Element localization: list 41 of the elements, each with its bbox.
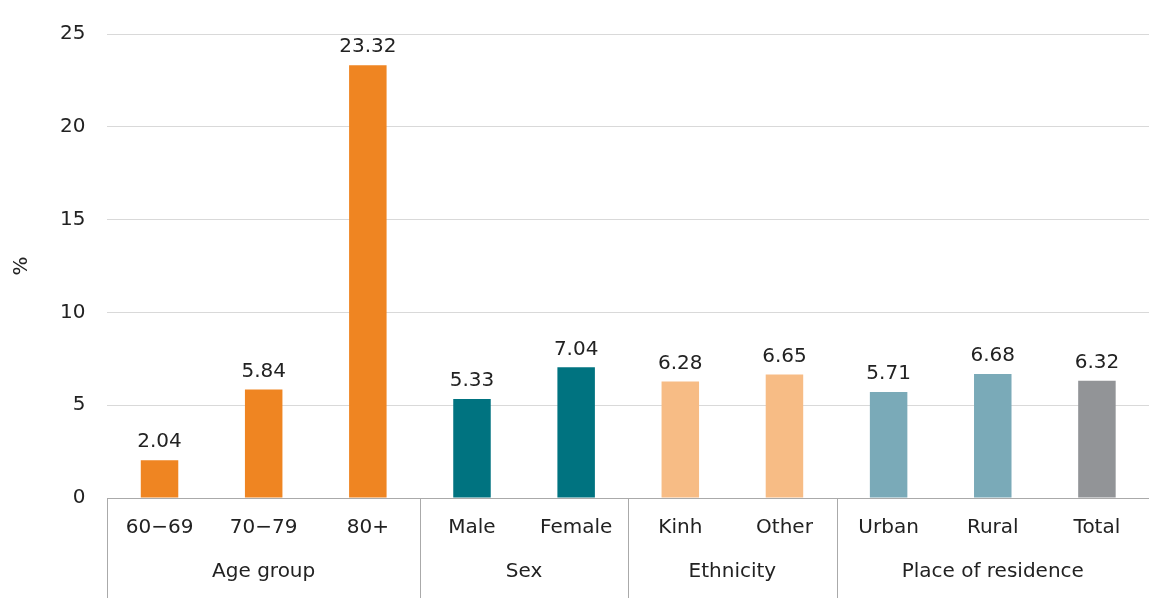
text: Place of residence (901, 558, 1084, 583)
bar (244, 389, 283, 498)
data-label: 7.04 (553, 335, 599, 360)
x-tick-label: 80+ (346, 514, 389, 539)
data-label: 6.68 (970, 342, 1016, 367)
y-tick-label: 10 (60, 298, 86, 323)
x-tick-label: 60−69 (125, 514, 194, 539)
bar (869, 392, 908, 498)
x-tick-label: Other (756, 514, 814, 539)
x-tick-label: Urban (858, 514, 919, 539)
bar (661, 381, 700, 498)
x-tick-label: 70−79 (229, 514, 298, 539)
text: Age group (212, 558, 316, 583)
data-label: 5.33 (449, 367, 495, 392)
data-label: 23.32 (339, 33, 397, 58)
bar (349, 65, 387, 498)
data-label: 5.71 (866, 360, 911, 385)
y-tick-label: 15 (60, 205, 86, 230)
bar (557, 367, 595, 498)
bar (974, 374, 1012, 498)
x-tick-label: Total (1072, 514, 1121, 539)
text: Sex (505, 558, 543, 583)
bar (453, 399, 491, 498)
y-axis-title: % (8, 256, 33, 276)
y-tick-label: 20 (60, 113, 86, 137)
y-tick-label: 25 (60, 20, 86, 45)
y-tick-label: 0 (72, 484, 86, 509)
x-tick-label: Male (448, 514, 496, 539)
x-tick-label: Kinh (658, 514, 703, 539)
bar (1078, 380, 1116, 498)
text: Ethnicity (688, 558, 777, 583)
x-tick-label: Rural (966, 514, 1019, 539)
bar (765, 374, 804, 498)
data-label: 6.28 (658, 349, 703, 374)
y-tick-label: 5 (72, 391, 86, 416)
data-label: 2.04 (137, 428, 182, 453)
data-label: 6.65 (762, 342, 807, 367)
data-label: 5.84 (241, 357, 286, 382)
data-label: 6.32 (1074, 348, 1120, 373)
bar (140, 460, 179, 498)
x-tick-label: Female (539, 514, 613, 539)
